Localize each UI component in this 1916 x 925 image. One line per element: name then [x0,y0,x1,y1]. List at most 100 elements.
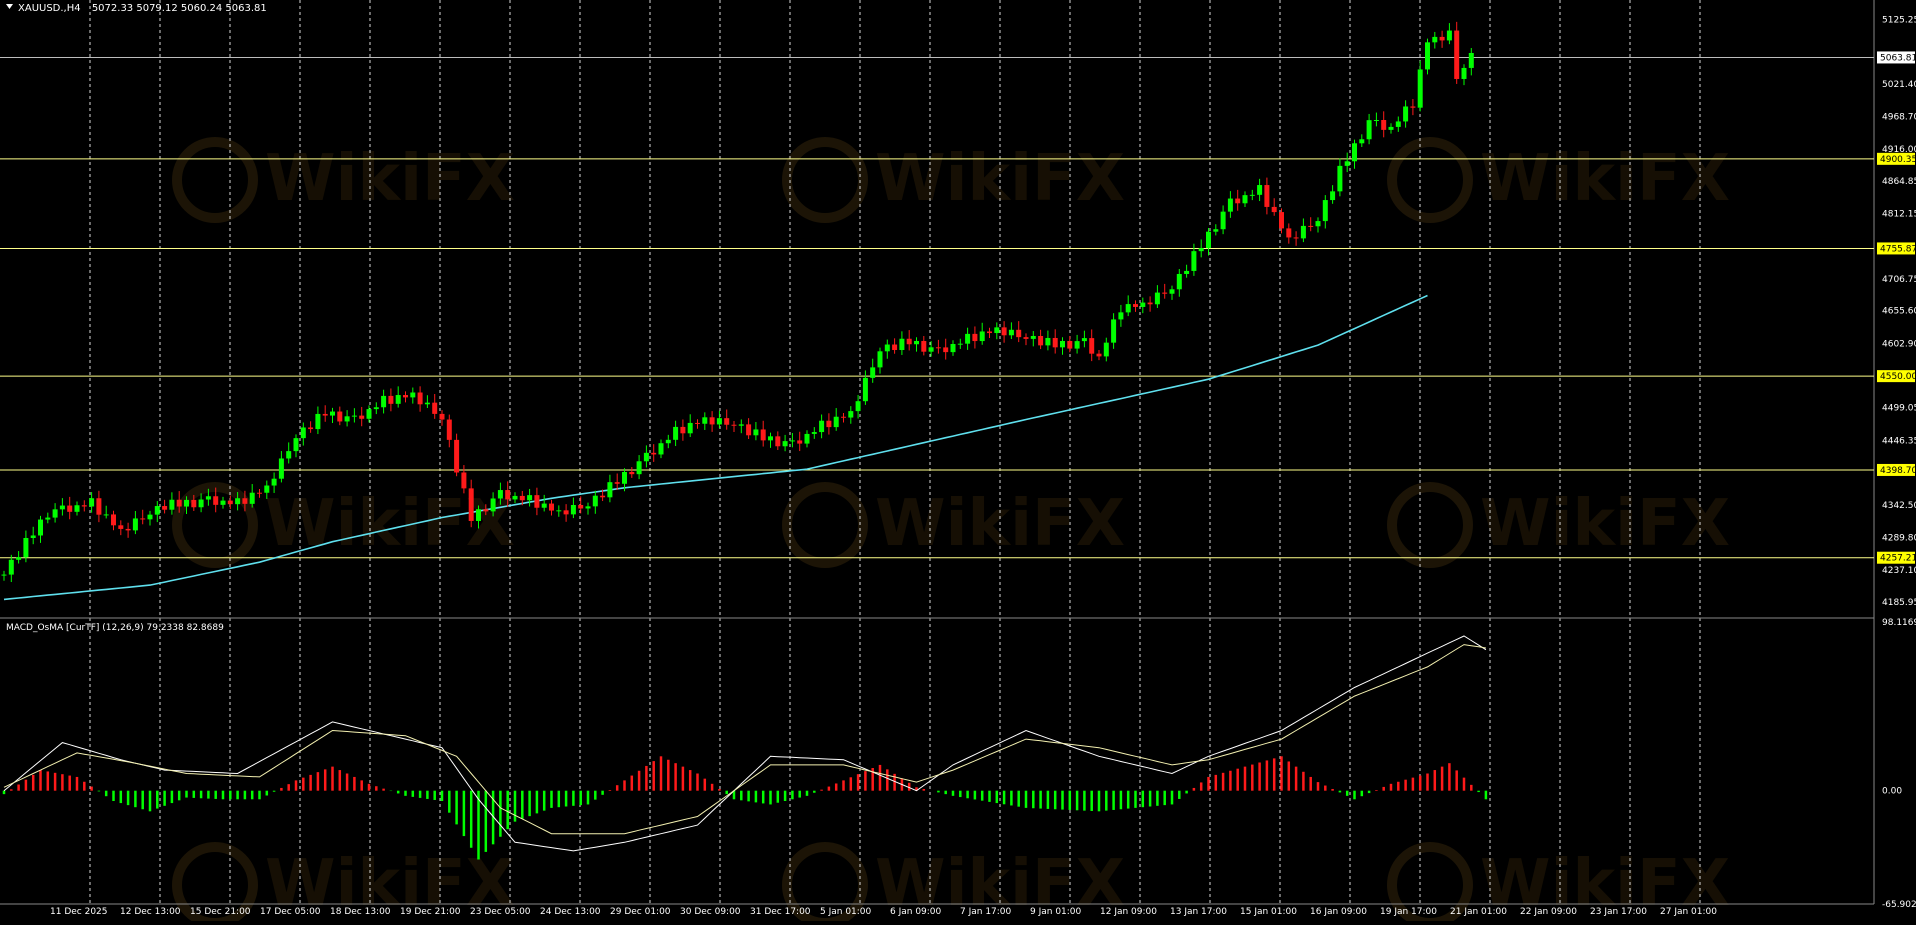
bullish-candle[interactable] [1373,112,1379,127]
bearish-candle[interactable] [417,386,423,412]
bullish-candle[interactable] [862,370,868,405]
bearish-candle[interactable] [96,490,102,523]
bullish-candle[interactable] [1417,60,1423,112]
bearish-candle[interactable] [242,490,248,512]
bullish-candle[interactable] [607,474,613,503]
bullish-candle[interactable] [220,496,226,509]
bullish-candle[interactable] [804,430,810,448]
bearish-candle[interactable] [468,479,474,528]
bearish-candle[interactable] [483,504,489,516]
bearish-candle[interactable] [935,339,941,354]
bullish-candle[interactable] [541,494,547,512]
bearish-candle[interactable] [680,419,686,441]
bullish-candle[interactable] [476,505,481,529]
bullish-candle[interactable] [16,551,22,564]
bullish-candle[interactable] [512,492,518,504]
bearish-candle[interactable] [1067,336,1073,353]
bullish-candle[interactable] [103,505,109,519]
bearish-candle[interactable] [775,431,781,450]
bearish-candle[interactable] [629,467,635,478]
bearish-candle[interactable] [176,491,182,513]
bearish-candle[interactable] [1162,283,1168,299]
bullish-candle[interactable] [1220,205,1226,235]
bullish-candle[interactable] [833,408,839,431]
bearish-candle[interactable] [1023,333,1029,346]
bearish-candle[interactable] [388,388,394,412]
bearish-candle[interactable] [563,504,569,522]
bullish-candle[interactable] [1337,158,1343,197]
bullish-candle[interactable] [753,422,759,441]
bearish-candle[interactable] [1016,321,1022,343]
bullish-candle[interactable] [1330,185,1336,204]
bearish-candle[interactable] [892,338,898,354]
bullish-candle[interactable] [965,327,971,350]
bullish-candle[interactable] [38,515,43,543]
bearish-candle[interactable] [841,413,846,423]
bearish-candle[interactable] [826,413,832,435]
bullish-candle[interactable] [205,488,211,506]
bullish-candle[interactable] [286,442,292,464]
bullish-candle[interactable] [1366,113,1372,145]
bullish-candle[interactable] [1206,227,1211,256]
bullish-candle[interactable] [1242,191,1248,207]
bullish-candle[interactable] [1446,23,1452,45]
bearish-candle[interactable] [403,391,408,403]
bearish-candle[interactable] [118,520,124,536]
bearish-candle[interactable] [213,487,219,513]
bullish-candle[interactable] [1461,64,1467,86]
bullish-candle[interactable] [1169,285,1175,300]
bearish-candle[interactable] [724,409,730,430]
bullish-candle[interactable] [811,427,817,439]
signal-line[interactable] [3,644,1486,835]
bullish-candle[interactable] [1359,134,1365,148]
bullish-candle[interactable] [30,526,36,545]
bearish-candle[interactable] [1264,177,1270,215]
bearish-candle[interactable] [308,421,314,433]
bullish-candle[interactable] [424,395,430,408]
bearish-candle[interactable] [111,510,116,531]
bullish-candle[interactable] [877,347,883,374]
bearish-candle[interactable] [534,487,540,516]
bullish-candle[interactable] [994,322,1000,340]
bullish-candle[interactable] [278,451,284,483]
bullish-candle[interactable] [23,530,29,563]
bullish-candle[interactable] [870,358,876,383]
bullish-candle[interactable] [848,406,854,424]
bullish-candle[interactable] [1468,48,1474,76]
bullish-candle[interactable] [52,503,58,523]
bullish-candle[interactable] [45,512,51,524]
bearish-candle[interactable] [1454,21,1460,84]
bullish-candle[interactable] [490,492,496,517]
bullish-candle[interactable] [1184,264,1190,278]
bearish-candle[interactable] [549,499,554,516]
bullish-candle[interactable] [373,402,379,415]
bullish-candle[interactable] [169,492,175,515]
bearish-candle[interactable] [1293,231,1299,246]
bearish-candle[interactable] [454,433,460,477]
bearish-candle[interactable] [1381,111,1387,138]
bullish-candle[interactable] [351,408,357,423]
bullish-candle[interactable] [1030,331,1036,347]
bullish-candle[interactable] [1249,189,1255,201]
bullish-candle[interactable] [198,493,204,513]
bearish-candle[interactable] [446,414,452,448]
bullish-candle[interactable] [154,501,160,523]
bullish-candle[interactable] [330,407,335,424]
bullish-candle[interactable] [957,338,963,349]
bullish-candle[interactable] [1403,100,1409,128]
bearish-candle[interactable] [322,405,328,422]
bullish-candle[interactable] [235,492,241,511]
bullish-candle[interactable] [395,386,401,408]
bullish-candle[interactable] [658,439,664,459]
bearish-candle[interactable] [614,473,620,490]
bullish-candle[interactable] [592,490,598,514]
bullish-candle[interactable] [1352,139,1357,169]
bearish-candle[interactable] [140,509,146,525]
bullish-candle[interactable] [928,341,934,357]
bearish-candle[interactable] [162,499,168,514]
bullish-candle[interactable] [1257,178,1263,202]
bullish-candle[interactable] [716,410,722,429]
bullish-candle[interactable] [1154,285,1160,308]
bearish-candle[interactable] [1133,300,1138,312]
bearish-candle[interactable] [227,495,233,510]
